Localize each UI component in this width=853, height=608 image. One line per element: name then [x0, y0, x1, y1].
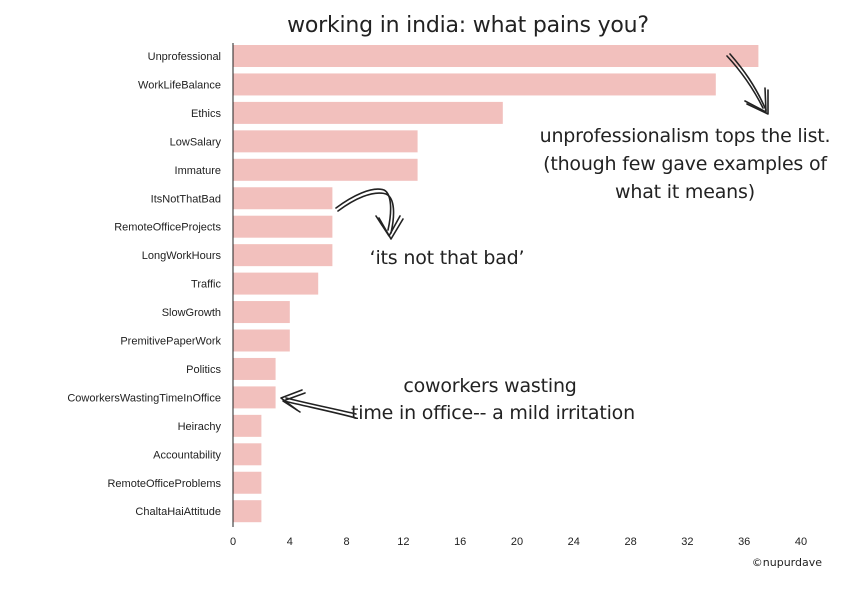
category-label-LowSalary: LowSalary [170, 136, 222, 148]
x-axis-ticks: 0 4 8 12 16 20 24 28 32 36 40 [230, 536, 807, 548]
bars-layer [233, 45, 759, 523]
category-label-ItsNotThatBad: ItsNotThatBad [151, 193, 221, 205]
annotation-unprofessional-arrow [726, 53, 769, 115]
bar-Traffic [233, 272, 319, 295]
category-label-Accountability: Accountability [153, 449, 221, 461]
category-label-Immature: Immature [175, 165, 221, 177]
x-tick-label-28: 28 [624, 536, 636, 548]
category-label-SlowGrowth: SlowGrowth [162, 307, 221, 319]
category-labels: Unprofessional WorkLifeBalance Ethics LowSa… [67, 51, 221, 518]
category-label-Traffic: Traffic [191, 279, 221, 291]
bar-WorkLifeBalance [233, 73, 716, 96]
bar-RemoteOfficeProblems [233, 471, 262, 494]
bar-Politics [233, 357, 276, 380]
x-tick-label-40: 40 [795, 536, 807, 548]
category-label-RemoteOfficeProblems: RemoteOfficeProblems [107, 478, 221, 490]
bar-SlowGrowth [233, 301, 290, 324]
category-label-LongWorkHours: LongWorkHours [142, 250, 222, 262]
bar-LowSalary [233, 130, 418, 153]
annotation-coworkers-line-2: time in office-- a mild irritation [351, 402, 635, 424]
x-tick-label-4: 4 [287, 536, 293, 548]
annotation-unprofessional: unprofessionalism tops the list. (though… [540, 53, 831, 203]
category-label-ChaltaHaiAttitude: ChaltaHaiAttitude [135, 506, 221, 518]
bar-CoworkersWastingTimeInOffice [233, 386, 276, 409]
bar-ChaltaHaiAttitude [233, 500, 262, 523]
annotation-coworkers-line-1: coworkers wasting [403, 375, 576, 397]
x-tick-label-0: 0 [230, 536, 236, 548]
annotation-unprofessional-line-3: what it means) [615, 181, 755, 203]
category-label-RemoteOfficeProjects: RemoteOfficeProjects [114, 222, 221, 234]
bar-PremitivePaperWork [233, 329, 290, 352]
x-tick-label-32: 32 [681, 536, 693, 548]
annotation-unprofessional-line-1: unprofessionalism tops the list. [540, 125, 831, 147]
x-tick-label-8: 8 [344, 536, 350, 548]
bar-ItsNotThatBad [233, 187, 333, 210]
category-label-Heirachy: Heirachy [178, 421, 222, 433]
category-label-PremitivePaperWork: PremitivePaperWork [120, 336, 221, 348]
credit-text: ©nupurdave [752, 556, 822, 569]
annotation-not-that-bad-arrow [335, 188, 404, 240]
bar-Heirachy [233, 414, 262, 437]
x-tick-label-20: 20 [511, 536, 523, 548]
annotation-not-that-bad: ‘its not that bad’ [335, 188, 525, 269]
bar-Ethics [233, 101, 503, 124]
category-label-CoworkersWastingTimeInOffice: CoworkersWastingTimeInOffice [67, 392, 221, 404]
x-tick-label-12: 12 [397, 536, 409, 548]
x-tick-label-16: 16 [454, 536, 466, 548]
bar-Immature [233, 158, 418, 181]
category-label-Unprofessional: Unprofessional [148, 51, 221, 63]
category-label-Politics: Politics [186, 364, 221, 376]
bar-LongWorkHours [233, 244, 333, 267]
annotation-coworkers: coworkers wasting time in office-- a mil… [280, 375, 635, 424]
x-tick-label-36: 36 [738, 536, 750, 548]
category-label-WorkLifeBalance: WorkLifeBalance [138, 79, 221, 91]
bar-Unprofessional [233, 45, 759, 67]
chart-title: working in india: what pains you? [287, 13, 649, 38]
annotation-coworkers-arrow [280, 389, 357, 419]
annotation-unprofessional-line-2: (though few gave examples of [543, 153, 828, 175]
x-tick-label-24: 24 [568, 536, 580, 548]
annotation-not-that-bad-text: ‘its not that bad’ [370, 247, 525, 269]
category-label-Ethics: Ethics [191, 108, 221, 120]
bar-RemoteOfficeProjects [233, 215, 333, 238]
bar-Accountability [233, 443, 262, 466]
